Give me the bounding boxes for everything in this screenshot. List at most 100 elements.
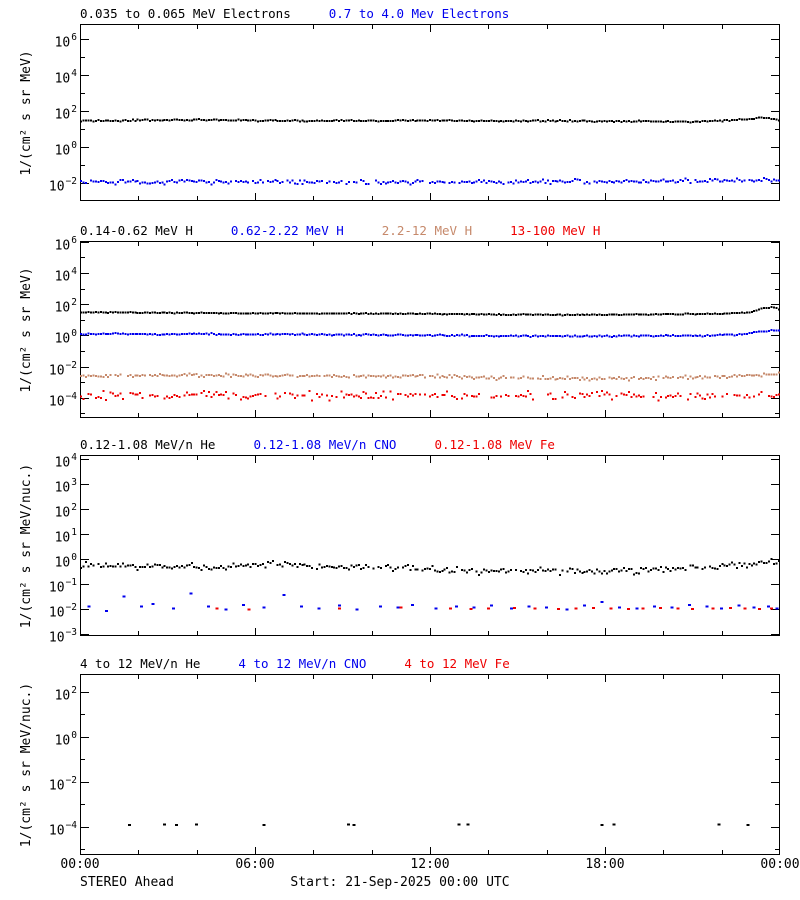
data-point-0-035-to-0-065-mev-electrons <box>613 121 616 123</box>
data-point-0-14-0-62-mev-h <box>637 313 640 316</box>
data-point-0-14-0-62-mev-h <box>355 312 358 315</box>
data-point-0-7-to-4-0-mev-electrons <box>318 180 321 183</box>
data-point-0-035-to-0-065-mev-electrons <box>664 120 667 123</box>
data-point-0-7-to-4-0-mev-electrons <box>419 180 422 183</box>
data-point-0-12-1-08-mev-n-he <box>328 565 331 568</box>
data-point-0-035-to-0-065-mev-electrons <box>357 119 360 122</box>
data-point-0-035-to-0-065-mev-electrons <box>306 120 309 123</box>
data-point-13-100-mev-h <box>252 394 255 397</box>
data-point-0-14-0-62-mev-h <box>569 313 571 316</box>
data-point-0-035-to-0-065-mev-electrons <box>399 119 402 122</box>
data-point-0-12-1-08-mev-n-he <box>716 568 719 570</box>
data-point-0-12-1-08-mev-n-he <box>414 568 417 571</box>
data-point-0-62-2-22-mev-h <box>630 335 633 338</box>
data-point-2-2-12-mev-h <box>136 374 139 377</box>
data-point-2-2-12-mev-h <box>257 376 260 379</box>
data-point-0-035-to-0-065-mev-electrons <box>696 120 699 123</box>
data-point-0-7-to-4-0-mev-electrons <box>131 179 134 182</box>
data-point-2-2-12-mev-h <box>559 377 562 380</box>
data-point-0-12-1-08-mev-n-he <box>225 568 228 571</box>
data-point-0-12-1-08-mev-n-he <box>718 564 721 567</box>
data-point-0-7-to-4-0-mev-electrons <box>623 180 625 183</box>
data-point-0-62-2-22-mev-h <box>623 334 625 337</box>
data-point-2-2-12-mev-h <box>274 374 277 377</box>
data-point-0-035-to-0-065-mev-electrons <box>433 119 436 122</box>
data-point-0-12-1-08-mev-n-he <box>637 572 640 575</box>
data-point-0-7-to-4-0-mev-electrons <box>102 179 105 182</box>
data-point-0-7-to-4-0-mev-electrons <box>293 182 296 185</box>
data-point-0-12-1-08-mev-n-he <box>709 565 711 568</box>
data-point-13-100-mev-h <box>350 393 353 396</box>
data-point-13-100-mev-h <box>478 393 481 396</box>
data-point-2-2-12-mev-h <box>171 374 174 377</box>
data-point-0-12-1-08-mev-n-he <box>239 563 242 566</box>
data-point-13-100-mev-h <box>318 396 321 399</box>
data-point-13-100-mev-h <box>328 399 331 402</box>
data-point-0-035-to-0-065-mev-electrons <box>546 119 549 122</box>
data-point-0-7-to-4-0-mev-electrons <box>713 177 716 180</box>
data-point-0-62-2-22-mev-h <box>237 334 240 337</box>
data-point-13-100-mev-h <box>114 395 117 398</box>
data-point-4-to-12-mev-n-he <box>746 824 750 827</box>
data-point-0-12-1-08-mev-fe <box>247 608 251 611</box>
data-point-13-100-mev-h <box>770 395 773 398</box>
data-point-0-62-2-22-mev-h <box>716 334 719 337</box>
data-point-0-14-0-62-mev-h <box>613 313 616 316</box>
data-point-0-14-0-62-mev-h <box>610 313 613 316</box>
data-point-0-62-2-22-mev-h <box>480 334 483 337</box>
data-point-2-2-12-mev-h <box>416 375 419 378</box>
data-point-0-62-2-22-mev-h <box>411 334 414 337</box>
data-point-0-14-0-62-mev-h <box>561 314 564 317</box>
data-point-0-035-to-0-065-mev-electrons <box>139 119 142 122</box>
data-point-0-62-2-22-mev-h <box>389 334 392 337</box>
data-point-0-14-0-62-mev-h <box>215 312 218 314</box>
data-point-0-14-0-62-mev-h <box>397 312 400 315</box>
data-point-2-2-12-mev-h <box>613 377 616 380</box>
data-point-0-62-2-22-mev-h <box>441 334 444 337</box>
data-point-0-7-to-4-0-mev-electrons <box>711 179 714 182</box>
data-point-0-035-to-0-065-mev-electrons <box>424 119 427 122</box>
data-point-0-62-2-22-mev-h <box>559 334 562 337</box>
data-point-0-035-to-0-065-mev-electrons <box>392 119 395 122</box>
data-point-0-62-2-22-mev-h <box>446 335 449 337</box>
data-point-0-035-to-0-065-mev-electrons <box>362 119 365 122</box>
data-point-2-2-12-mev-h <box>306 374 309 377</box>
data-point-13-100-mev-h <box>82 398 85 400</box>
data-point-0-035-to-0-065-mev-electrons <box>414 119 417 122</box>
data-point-0-14-0-62-mev-h <box>95 311 97 314</box>
data-point-0-62-2-22-mev-h <box>156 333 159 336</box>
data-point-0-7-to-4-0-mev-electrons <box>694 179 697 181</box>
data-point-0-14-0-62-mev-h <box>382 312 385 315</box>
data-point-0-12-1-08-mev-n-he <box>323 565 326 568</box>
data-point-0-14-0-62-mev-h <box>392 313 395 315</box>
data-point-0-14-0-62-mev-h <box>203 312 205 315</box>
data-point-0-7-to-4-0-mev-electrons <box>80 179 83 182</box>
data-point-0-7-to-4-0-mev-electrons <box>149 182 151 185</box>
data-point-2-2-12-mev-h <box>406 374 409 377</box>
data-point-13-100-mev-h <box>352 395 355 398</box>
data-point-2-2-12-mev-h <box>343 375 345 378</box>
data-point-2-2-12-mev-h <box>753 374 756 377</box>
data-point-0-14-0-62-mev-h <box>384 312 387 315</box>
data-point-0-12-1-08-mev-n-he <box>372 567 375 570</box>
data-point-0-7-to-4-0-mev-electrons <box>593 180 596 183</box>
data-point-0-14-0-62-mev-h <box>379 312 382 315</box>
data-point-0-62-2-22-mev-h <box>343 334 345 337</box>
data-point-0-62-2-22-mev-h <box>613 335 616 337</box>
data-point-0-12-1-08-mev-n-he <box>303 563 306 566</box>
data-point-13-100-mev-h <box>357 395 360 398</box>
data-point-4-to-12-mev-n-he <box>600 824 604 827</box>
data-point-2-2-12-mev-h <box>402 374 404 377</box>
data-point-0-7-to-4-0-mev-electrons <box>554 180 557 183</box>
data-point-0-12-1-08-mev-n-he <box>153 563 156 566</box>
data-point-0-14-0-62-mev-h <box>97 311 100 314</box>
data-point-2-2-12-mev-h <box>554 378 557 381</box>
data-point-0-7-to-4-0-mev-electrons <box>576 178 579 181</box>
data-point-13-100-mev-h <box>669 394 672 397</box>
data-point-0-62-2-22-mev-h <box>289 333 291 336</box>
data-point-0-12-1-08-mev-n-he <box>679 567 682 570</box>
data-point-2-2-12-mev-h <box>244 373 247 376</box>
data-point-13-100-mev-h <box>392 398 395 401</box>
data-point-0-7-to-4-0-mev-electrons <box>645 181 648 184</box>
y-tick-label: 100 <box>54 729 77 749</box>
